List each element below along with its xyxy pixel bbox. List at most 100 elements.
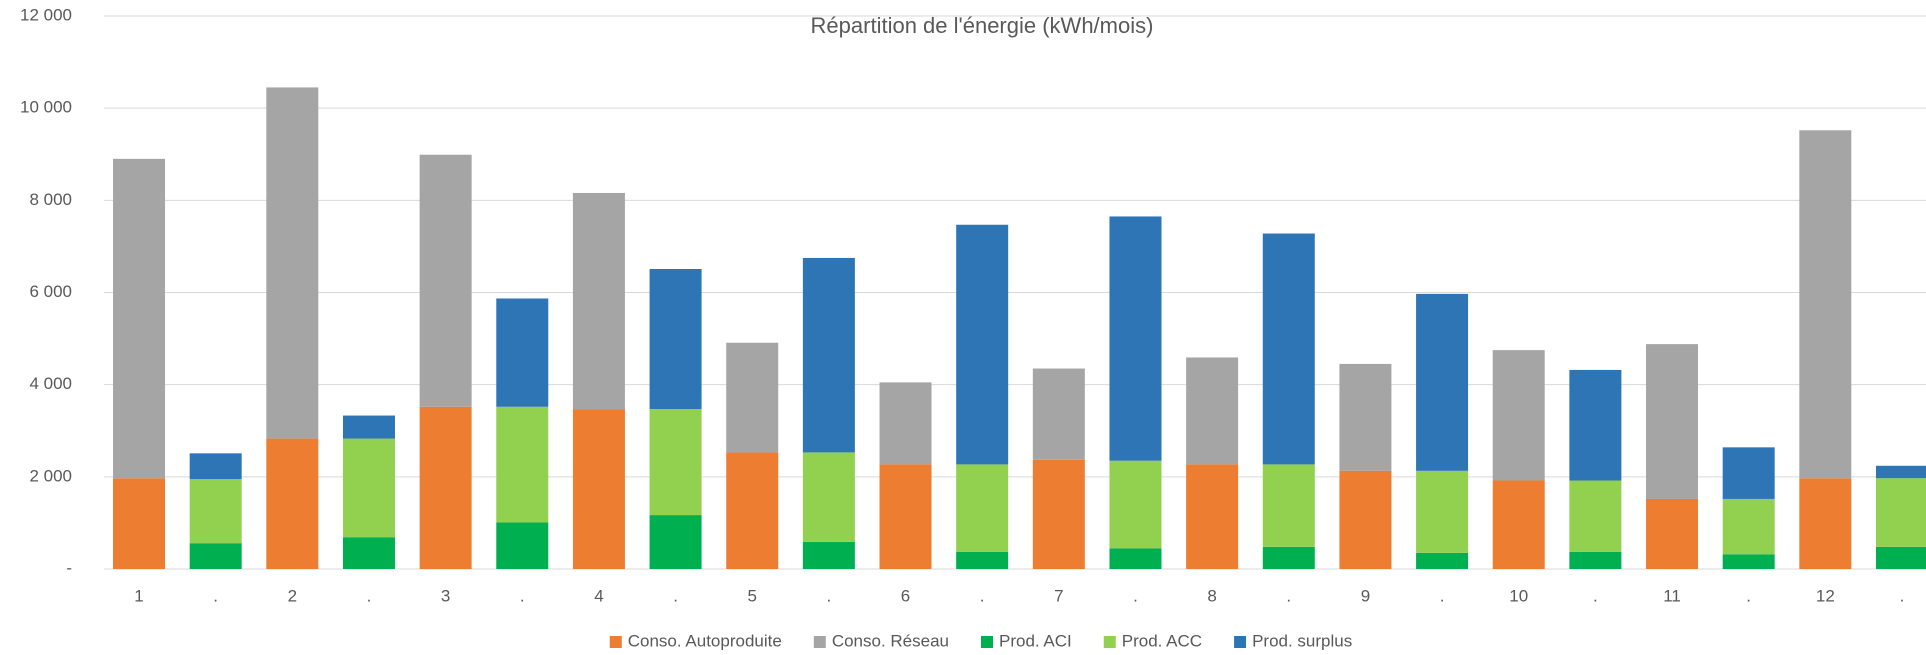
- bar-segment: [189, 479, 242, 544]
- y-tick-label: 4 000: [29, 374, 72, 393]
- x-tick-label: .: [1133, 586, 1138, 605]
- x-tick-label: 3: [441, 586, 450, 605]
- bar-segment: [956, 464, 1009, 552]
- x-tick-label: .: [1900, 586, 1905, 605]
- x-tick-label: 10: [1509, 586, 1528, 605]
- legend-label: Prod. ACC: [1122, 631, 1202, 650]
- bar-segment: [266, 87, 319, 439]
- bar-segment: [1032, 459, 1085, 569]
- bar-segment: [1109, 548, 1162, 569]
- bar-segment: [1875, 546, 1926, 569]
- bar-segment: [1569, 480, 1622, 552]
- bar-segment: [496, 406, 549, 523]
- bar-segment: [1492, 350, 1545, 481]
- x-tick-label: .: [827, 586, 832, 605]
- legend-swatch: [609, 636, 622, 648]
- bar-segment: [419, 406, 472, 569]
- y-tick-label: 10 000: [20, 98, 72, 117]
- bar-segment: [802, 257, 855, 453]
- bar-segment: [189, 543, 242, 569]
- bar-segment: [1722, 498, 1775, 555]
- bar-segment: [879, 464, 932, 569]
- bar-segment: [1799, 478, 1852, 569]
- legend-swatch: [1103, 636, 1116, 648]
- bar-segment: [1186, 464, 1239, 569]
- bar-segment: [1875, 465, 1926, 479]
- legend-label: Prod. ACI: [999, 631, 1072, 650]
- bar-segment: [1339, 363, 1392, 471]
- bar-segment: [572, 192, 625, 410]
- x-tick-label: 1: [134, 586, 143, 605]
- legend-swatch: [981, 636, 993, 648]
- bar-segment: [649, 409, 702, 516]
- bar-segment: [956, 224, 1009, 465]
- bar-segment: [1262, 233, 1315, 465]
- x-tick-label: 11: [1663, 586, 1681, 605]
- bar-segment: [1416, 293, 1469, 471]
- bar-segment: [1186, 357, 1239, 465]
- x-tick-label: 12: [1816, 586, 1835, 605]
- x-tick-label: 2: [288, 586, 297, 605]
- bar-segment: [649, 515, 702, 569]
- bar-segment: [113, 478, 166, 569]
- bar-segment: [1569, 551, 1622, 569]
- legend-label: Prod. surplus: [1252, 631, 1352, 650]
- y-tick-label: 8 000: [29, 190, 72, 209]
- bar-segment: [1492, 480, 1545, 569]
- x-tick-label: .: [213, 586, 218, 605]
- x-tick-label: 7: [1054, 586, 1063, 605]
- bar-segment: [1722, 447, 1775, 499]
- bar-segment: [726, 342, 779, 453]
- bar-segment: [342, 415, 395, 439]
- x-tick-label: 9: [1361, 586, 1370, 605]
- bar-segment: [956, 551, 1009, 569]
- y-tick-label: 12 000: [20, 5, 72, 24]
- x-tick-label: 5: [747, 586, 756, 605]
- legend-label: Conso. Autoproduite: [628, 631, 782, 650]
- bar-segment: [1109, 216, 1162, 461]
- bar-segment: [113, 158, 166, 479]
- bar-segment: [1109, 460, 1162, 549]
- bar-segment: [266, 438, 319, 569]
- bar-segment: [802, 541, 855, 569]
- bar-segment: [1722, 554, 1775, 569]
- x-tick-label: 4: [594, 586, 603, 605]
- bar-segment: [496, 522, 549, 569]
- bar-segment: [1569, 369, 1622, 481]
- bar-segment: [1875, 478, 1926, 547]
- bar-segment: [1262, 546, 1315, 569]
- x-tick-label: .: [1286, 586, 1291, 605]
- bar-segment: [802, 452, 855, 542]
- bar-segment: [342, 438, 395, 538]
- bar-segment: [189, 453, 242, 480]
- x-tick-label: .: [367, 586, 372, 605]
- bar-segment: [1799, 130, 1852, 479]
- bar-segment: [419, 154, 472, 407]
- bar-segment: [1416, 470, 1469, 553]
- x-tick-label: 6: [901, 586, 910, 605]
- bar-segment: [496, 298, 549, 407]
- x-tick-label: .: [1593, 586, 1598, 605]
- chart-title: Répartition de l'énergie (kWh/mois): [811, 13, 1154, 38]
- x-tick-label: .: [1746, 586, 1751, 605]
- bar-segment: [1339, 470, 1392, 569]
- x-tick-label: .: [1440, 586, 1445, 605]
- legend-swatch: [1234, 636, 1247, 648]
- x-tick-label: .: [673, 586, 678, 605]
- y-tick-label: 2 000: [29, 466, 72, 485]
- legend-label: Conso. Réseau: [832, 631, 949, 650]
- bar-segment: [1032, 368, 1085, 460]
- legend-swatch: [813, 636, 826, 648]
- y-tick-label: -: [66, 558, 72, 577]
- x-tick-label: 8: [1207, 586, 1216, 605]
- y-tick-label: 6 000: [29, 282, 72, 301]
- bar-segment: [879, 382, 932, 465]
- bar-segment: [342, 537, 395, 569]
- x-tick-label: .: [980, 586, 985, 605]
- bar-segment: [1646, 498, 1699, 569]
- bar-segment: [1646, 344, 1699, 499]
- bar-segment: [726, 452, 779, 569]
- bar-segment: [1416, 552, 1469, 569]
- bar-segment: [649, 268, 702, 410]
